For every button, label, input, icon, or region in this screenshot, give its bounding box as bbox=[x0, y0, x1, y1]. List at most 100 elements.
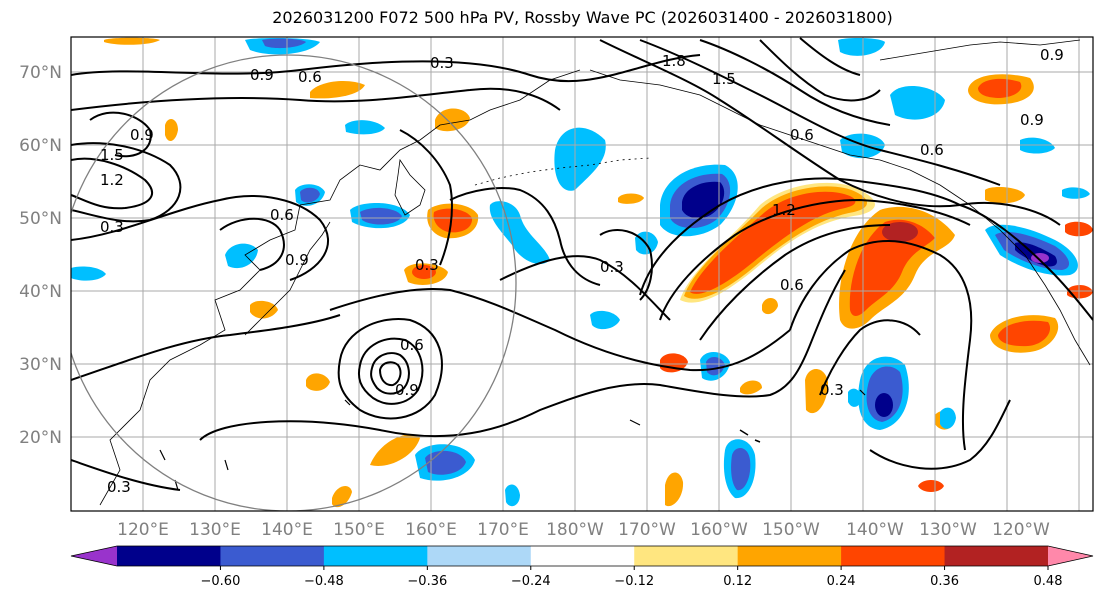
contour-line-north-e bbox=[699, 39, 891, 126]
contour-line-north-a bbox=[71, 54, 701, 83]
fill-negative-pacific-f bbox=[505, 484, 520, 507]
lat-label: 30°N bbox=[19, 355, 62, 375]
contour-line-kamchatka bbox=[399, 129, 453, 266]
contour-line-north-f bbox=[759, 39, 881, 102]
fill-positive-gulf-alaska bbox=[985, 187, 1025, 204]
contour-line-east-b bbox=[819, 319, 921, 396]
contour-label: 0.3 bbox=[415, 256, 439, 274]
lat-label: 40°N bbox=[19, 282, 62, 302]
coast-aleutians bbox=[474, 157, 651, 186]
fill-negative-pacific-e bbox=[1020, 137, 1055, 154]
fill-positive-south-e bbox=[918, 480, 944, 492]
latitude-labels: 70°N 60°N 50°N 40°N 30°N 20°N bbox=[19, 63, 62, 448]
fill-negative-hokkaido bbox=[225, 243, 258, 269]
coast-japan bbox=[244, 221, 331, 336]
colorbar-segment bbox=[944, 546, 1049, 566]
fill-positive-tiny-a bbox=[306, 373, 330, 391]
fill-negative-pacific-j bbox=[848, 388, 862, 407]
fill-positive-south-f bbox=[332, 486, 352, 508]
contour-label: 1.2 bbox=[100, 171, 124, 189]
lon-label: 140°W bbox=[846, 520, 904, 540]
colorbar-segment bbox=[323, 546, 428, 566]
contour-line-ridge-a bbox=[639, 177, 961, 296]
coast-hawaii bbox=[739, 429, 761, 443]
lat-label: 70°N bbox=[19, 63, 62, 83]
contour-label: 0.6 bbox=[298, 68, 322, 86]
fill-negative-dateline bbox=[489, 201, 550, 265]
map-frame bbox=[70, 36, 1094, 512]
contour-line-low-ring-d bbox=[378, 361, 402, 387]
colorbar-segment bbox=[117, 546, 221, 566]
rossby-wave-circle bbox=[71, 54, 517, 511]
colorbar-tick-label: −0.60 bbox=[201, 574, 241, 589]
lat-label: 20°N bbox=[19, 428, 62, 448]
contour-label: 0.3 bbox=[820, 381, 844, 399]
contour-label: 0.6 bbox=[920, 141, 944, 159]
contour-label: 0.6 bbox=[790, 126, 814, 144]
contour-label: 1.8 bbox=[662, 52, 686, 70]
lon-label: 160°W bbox=[690, 520, 748, 540]
fill-positive-bering bbox=[435, 108, 470, 132]
contour-label: 0.3 bbox=[430, 54, 454, 72]
colorbar-tick-label: 0.48 bbox=[1034, 574, 1063, 589]
graticule bbox=[71, 37, 1093, 511]
coast-kamchatka bbox=[394, 158, 426, 216]
lon-label: 120°W bbox=[992, 520, 1050, 540]
fill-positive-south-a bbox=[370, 434, 420, 466]
fill-positive-japan bbox=[250, 300, 278, 319]
fill-positive-tiny-b bbox=[618, 193, 644, 204]
colorbar-extend-low bbox=[71, 546, 117, 566]
map-title: 2026031200 F072 500 hPa PV, Rossby Wave … bbox=[272, 8, 893, 27]
contour-label: 0.9 bbox=[130, 126, 154, 144]
fill-negative-aleut-core bbox=[300, 187, 320, 203]
longitude-labels: 120°E 130°E 140°E 150°E 160°E 170°E 180°… bbox=[117, 520, 1050, 540]
colorbar-tick-label: −0.12 bbox=[614, 574, 654, 589]
fill-positive-arctic bbox=[310, 80, 365, 99]
contour-line-east-d bbox=[869, 399, 1011, 470]
lon-label: 140°E bbox=[261, 520, 313, 540]
contour-line-siberia-b bbox=[71, 157, 153, 210]
colorbar-segment bbox=[530, 546, 635, 566]
colorbar-tick-label: −0.24 bbox=[511, 574, 551, 589]
coast-canada-north bbox=[879, 39, 1081, 61]
fill-negative-arctic bbox=[838, 37, 885, 56]
contour-label: 0.9 bbox=[1020, 111, 1044, 129]
lon-label: 170°E bbox=[477, 520, 529, 540]
contour-line-siberia-a bbox=[71, 142, 182, 223]
fill-negative-mid-a-core bbox=[706, 356, 725, 376]
colorbar-ticks: −0.60 −0.48 −0.36 −0.24 −0.12 0.12 0.24 0.36 0.4… bbox=[201, 566, 1063, 589]
contour-label: 0.9 bbox=[395, 381, 419, 399]
fill-positive-south-c bbox=[805, 368, 828, 414]
coast-islands bbox=[159, 389, 866, 491]
fill-negative-pacific-i bbox=[1062, 187, 1090, 199]
fill-negative-kuril-core bbox=[360, 207, 402, 225]
fill-positive-tiny-i bbox=[762, 297, 778, 315]
contour-line-ridge-d bbox=[599, 229, 653, 301]
lon-label: 150°W bbox=[762, 520, 820, 540]
contour-line-mid-band-b bbox=[499, 255, 671, 321]
fill-negative-south-b-core bbox=[731, 448, 751, 491]
contour-line-mid-band bbox=[329, 288, 791, 372]
fill-positive-east-pacific-peak bbox=[882, 222, 918, 242]
colorbar-segment bbox=[220, 546, 325, 566]
fill-positive-west-coast-core bbox=[998, 320, 1051, 347]
contour-line-west-a bbox=[71, 195, 330, 281]
lat-label: 60°N bbox=[19, 136, 62, 156]
colorbar-extend-high bbox=[1048, 546, 1093, 566]
colorbar-segment bbox=[427, 546, 532, 566]
contour-label: 1.2 bbox=[772, 201, 796, 219]
contour-label: 0.6 bbox=[400, 336, 424, 354]
contour-label: 1.5 bbox=[100, 146, 124, 164]
contour-line-ridge-b bbox=[659, 198, 971, 321]
contour-line-north-g bbox=[799, 37, 861, 76]
contour-line-east-a bbox=[789, 239, 973, 451]
lon-label: 160°E bbox=[405, 520, 457, 540]
fill-negative-hawaii-north-core bbox=[875, 393, 893, 417]
colorbar-segment bbox=[841, 546, 946, 566]
contour-label: 0.6 bbox=[780, 276, 804, 294]
fill-negative-pacific-h bbox=[940, 407, 956, 429]
contour-line-south-band bbox=[199, 269, 846, 441]
contour-line-dateline bbox=[449, 187, 601, 286]
colorbar-outline bbox=[70, 545, 1094, 567]
